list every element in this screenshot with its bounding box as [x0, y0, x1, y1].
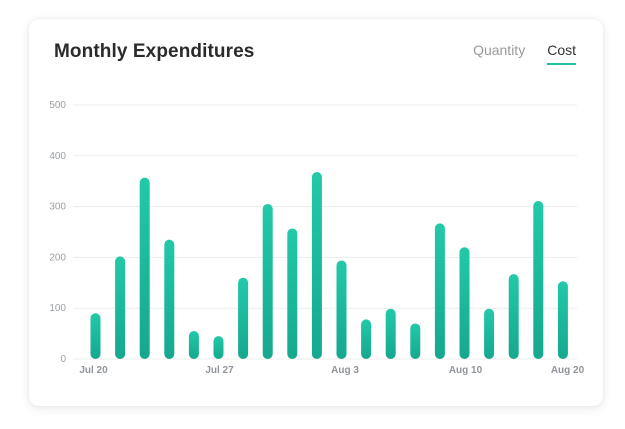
x-tick-label: Aug 3 — [331, 365, 359, 376]
bar[interactable] — [508, 274, 519, 359]
bar[interactable] — [361, 319, 372, 359]
bar[interactable] — [533, 201, 544, 359]
bar[interactable] — [90, 313, 101, 359]
x-tick-label: Jul 20 — [79, 365, 108, 376]
tab-cost[interactable]: Cost — [547, 42, 576, 65]
bar[interactable] — [484, 308, 495, 359]
y-tick-label: 400 — [49, 151, 66, 162]
bar[interactable] — [139, 177, 150, 359]
bar[interactable] — [262, 204, 273, 359]
bar-chart: 0 100 200 300 400 500 Jul 20 Jul 27 Aug 3 Aug 10 A… — [49, 100, 585, 376]
metric-tabs: Quantity Cost — [473, 42, 576, 65]
bar[interactable] — [385, 308, 396, 359]
bar[interactable] — [287, 228, 298, 359]
bar[interactable] — [164, 239, 175, 359]
bar[interactable] — [459, 247, 470, 359]
y-tick-label: 200 — [49, 252, 66, 263]
y-tick-label: 0 — [60, 354, 66, 365]
tab-quantity[interactable]: Quantity — [473, 42, 526, 58]
x-tick-label: Jul 27 — [205, 365, 234, 376]
bar[interactable] — [311, 172, 322, 359]
x-tick-label: Aug 10 — [449, 365, 483, 376]
expenditures-card: Monthly Expenditures Quantity Cost 0 100 2… — [29, 19, 603, 406]
bar[interactable] — [410, 323, 421, 359]
bar[interactable] — [434, 223, 445, 359]
y-tick-label: 300 — [49, 202, 66, 213]
bar[interactable] — [213, 336, 224, 359]
y-tick-label: 100 — [49, 303, 66, 314]
bar[interactable] — [188, 331, 199, 359]
card-title: Monthly Expenditures — [54, 41, 255, 62]
bar[interactable] — [238, 277, 249, 359]
x-tick-label: Aug 20 — [551, 365, 585, 376]
bar[interactable] — [115, 256, 126, 359]
bar[interactable] — [336, 260, 347, 359]
bar[interactable] — [557, 281, 568, 359]
y-tick-label: 500 — [49, 100, 66, 111]
